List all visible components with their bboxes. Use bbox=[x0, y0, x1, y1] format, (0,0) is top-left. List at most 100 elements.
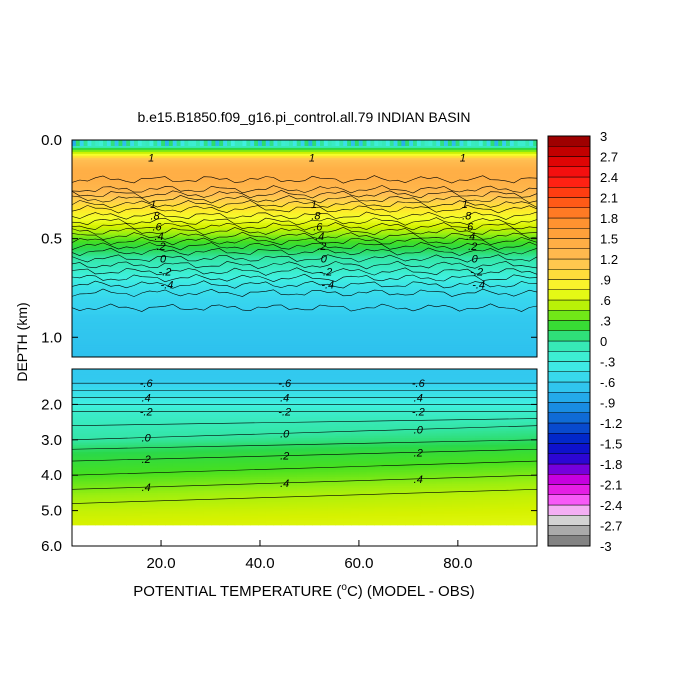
lower-fill-cell bbox=[103, 452, 112, 455]
lower-fill-cell bbox=[335, 432, 344, 436]
lower-fill-cell bbox=[165, 369, 174, 372]
lower-fill-cell bbox=[366, 404, 375, 407]
lower-fill-cell bbox=[304, 411, 313, 414]
surface-layer-cell bbox=[463, 140, 468, 146]
lower-fill-cell bbox=[211, 377, 220, 381]
lower-fill-cell bbox=[211, 404, 220, 407]
lower-fill-cell bbox=[358, 482, 368, 485]
lower-fill-cell bbox=[134, 466, 143, 469]
lower-fill-cell bbox=[234, 443, 244, 446]
lower-fill-cell bbox=[234, 491, 244, 494]
lower-fill-cell bbox=[327, 487, 337, 490]
surface-layer-cell bbox=[351, 140, 356, 146]
lower-fill-cell bbox=[219, 415, 228, 418]
surface-layer-cell bbox=[87, 140, 92, 146]
lower-fill-cell bbox=[265, 422, 275, 425]
lower-fill-cell bbox=[351, 515, 360, 519]
lower-fill-cell bbox=[188, 512, 197, 515]
lower-fill-cell bbox=[444, 413, 453, 416]
lower-fill-cell bbox=[141, 420, 151, 423]
surface-layer-cell bbox=[95, 140, 100, 146]
lower-fill-cell bbox=[103, 491, 112, 494]
lower-fill-cell bbox=[126, 508, 135, 512]
lower-fill-cell bbox=[242, 397, 251, 400]
lower-fill-cell bbox=[219, 436, 228, 439]
lower-fill-cell bbox=[134, 445, 143, 448]
lower-fill-cell bbox=[196, 445, 205, 448]
lower-fill-cell bbox=[72, 478, 81, 482]
lower-fill-cell bbox=[281, 464, 290, 467]
lower-fill-cell bbox=[250, 522, 259, 526]
lower-fill-cell bbox=[258, 515, 267, 519]
lower-fill-cell bbox=[196, 400, 205, 404]
lower-fill-cell bbox=[436, 487, 445, 490]
lower-fill-cell bbox=[95, 494, 104, 498]
lower-fill-cell bbox=[87, 452, 96, 455]
lower-fill-cell bbox=[335, 505, 344, 508]
lower-fill-cell bbox=[72, 505, 81, 508]
lower-fill-cell bbox=[320, 377, 329, 381]
lower-fill-cell bbox=[343, 422, 352, 425]
lower-fill-cell bbox=[358, 468, 368, 471]
upper-fill-band bbox=[72, 289, 537, 293]
lower-fill-cell bbox=[428, 406, 437, 409]
lower-fill-cell bbox=[227, 466, 236, 469]
lower-fill-cell bbox=[389, 418, 399, 421]
lower-fill-cell bbox=[296, 469, 306, 473]
lower-fill-cell bbox=[444, 485, 453, 489]
lower-fill-cell bbox=[126, 478, 135, 482]
lower-fill-cell bbox=[397, 369, 406, 372]
lower-fill-cell bbox=[103, 499, 112, 503]
lower-fill-cell bbox=[180, 492, 189, 496]
lower-fill-cell bbox=[242, 436, 251, 439]
lower-fill-cell bbox=[459, 407, 468, 411]
lower-fill-cell bbox=[289, 482, 298, 485]
lower-fill-cell bbox=[242, 404, 251, 407]
lower-fill-cell bbox=[250, 484, 259, 487]
surface-layer-cell bbox=[292, 140, 298, 146]
lower-fill-cell bbox=[451, 443, 461, 446]
lower-fill-cell bbox=[289, 404, 298, 407]
lower-fill-cell bbox=[165, 427, 174, 430]
lower-fill-cell bbox=[358, 469, 368, 473]
lower-fill-cell bbox=[420, 475, 430, 478]
lower-fill-cell bbox=[141, 374, 151, 377]
lower-fill-cell bbox=[211, 448, 220, 452]
lower-fill-cell bbox=[459, 522, 468, 526]
lower-fill-cell bbox=[444, 480, 453, 483]
lower-fill-cell bbox=[451, 376, 461, 379]
lower-fill-cell bbox=[196, 521, 205, 524]
lower-fill-cell bbox=[281, 418, 290, 421]
lower-fill-cell bbox=[467, 508, 476, 512]
lower-fill-cell bbox=[265, 507, 275, 510]
lower-fill-cell bbox=[126, 476, 135, 480]
lower-fill-cell bbox=[397, 462, 406, 466]
lower-fill-cell bbox=[227, 443, 236, 446]
lower-fill-cell bbox=[134, 411, 143, 414]
lower-fill-cell bbox=[320, 379, 329, 382]
lower-fill-cell bbox=[281, 517, 290, 521]
lower-fill-cell bbox=[180, 448, 189, 452]
lower-fill-cell bbox=[103, 448, 112, 452]
lower-fill-cell bbox=[304, 510, 313, 513]
lower-fill-cell bbox=[211, 499, 220, 503]
lower-fill-cell bbox=[296, 400, 306, 404]
lower-fill-cell bbox=[118, 471, 127, 475]
lower-fill-cell bbox=[227, 416, 236, 420]
lower-fill-cell bbox=[180, 415, 189, 418]
lower-fill-cell bbox=[258, 425, 267, 429]
lower-fill-cell bbox=[382, 453, 391, 457]
lower-fill-cell bbox=[459, 462, 468, 466]
lower-fill-cell bbox=[343, 441, 352, 444]
lower-fill-cell bbox=[79, 514, 89, 517]
lower-fill-cell bbox=[281, 427, 290, 430]
lower-fill-cell bbox=[428, 384, 437, 388]
lower-fill-cell bbox=[289, 461, 298, 464]
lower-fill-cell bbox=[172, 484, 182, 487]
lower-fill-cell bbox=[389, 402, 399, 405]
lower-fill-cell bbox=[327, 459, 337, 462]
surface-layer-cell bbox=[219, 140, 224, 146]
lower-fill-cell bbox=[296, 439, 306, 443]
lower-fill-cell bbox=[219, 409, 228, 413]
lower-fill-cell bbox=[273, 510, 282, 513]
